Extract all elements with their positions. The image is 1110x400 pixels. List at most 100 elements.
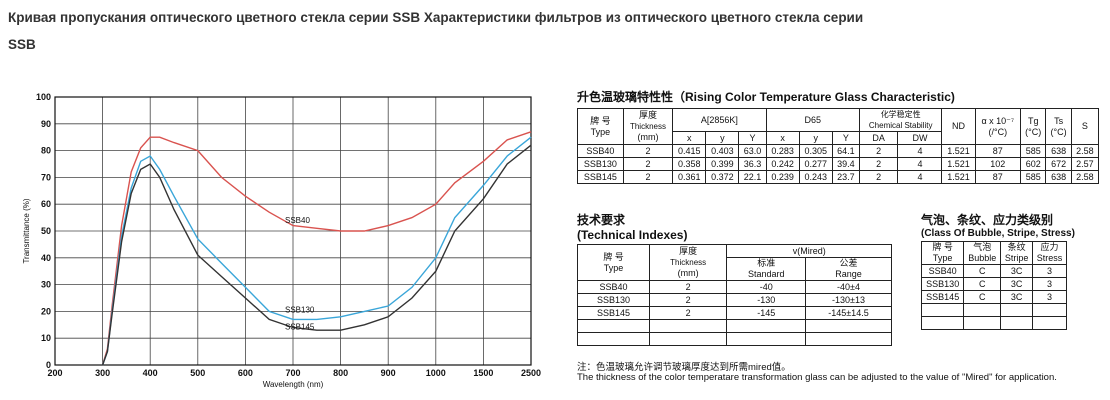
stress-cell: SSB130 [920, 277, 965, 291]
stress-table: 牌 号 Type 气泡 Bubble 条纹 Stripe 应力 Stress SSB40… [920, 241, 1068, 330]
rising-h-d65: D65 [765, 108, 860, 132]
rising-cell: 64.1 [831, 144, 860, 158]
rising-cell: 102 [974, 157, 1022, 171]
y-tick-label: 100 [36, 92, 51, 102]
rising-h-chem: 化学稳定性 Chemical Stability [858, 108, 943, 132]
rising-cell: 0.283 [765, 144, 800, 158]
rising-cell: 4 [897, 157, 943, 171]
stress-cell: 3 [1031, 264, 1068, 278]
stress-cell: C [963, 290, 1002, 304]
rising-cell: 638 [1045, 170, 1072, 184]
series-label: SSB130 [285, 306, 315, 315]
x-tick-label: 1500 [473, 368, 493, 378]
tech-cell: 2 [648, 306, 728, 320]
rising-cell: 2 [858, 170, 899, 184]
tech-cell: SSB130 [577, 293, 650, 307]
rising-h-thick: 厚度 Thickness (mm) [622, 108, 674, 145]
rising-cell: 87 [974, 170, 1022, 184]
rising-h-alpha: α x 10⁻⁷ (/°C) [974, 108, 1022, 145]
y-tick-label: 20 [41, 306, 51, 316]
x-tick-label: 600 [238, 368, 253, 378]
series-line-ssb145 [101, 144, 532, 366]
tech-cell: 2 [648, 280, 728, 294]
rising-cell: 0.399 [705, 157, 740, 171]
rising-h-aY: Y [738, 131, 767, 145]
stress-empty-row [920, 316, 1068, 330]
rising-cell: 638 [1045, 144, 1072, 158]
rising-body: SSB40 2 0.415 0.403 63.0 0.283 0.305 64.1 2 4 1.52… [577, 144, 1100, 184]
rising-cell: 0.361 [672, 170, 707, 184]
tech-empty-row [577, 319, 893, 333]
x-tick-label: 500 [190, 368, 205, 378]
y-tick-label: 40 [41, 253, 51, 263]
note-en: The thickness of the color temperatare t… [577, 372, 1057, 383]
stress-h-stress: 应力 Stress [1031, 241, 1068, 265]
rising-h-dx: x [765, 131, 800, 145]
rising-h-brand: 牌 号 Type [577, 108, 624, 145]
tech-cell: 2 [648, 293, 728, 307]
rising-cell: 0.305 [798, 144, 833, 158]
stress-title-en: (Class Of Bubble, Stripe, Stress) [921, 228, 1075, 239]
stress-h-bubble: 气泡 Bubble [963, 241, 1002, 265]
rising-row: SSB145 2 0.361 0.372 22.1 0.239 0.243 23.7 2 4 1.5… [577, 170, 1100, 184]
rising-cell: 2.58 [1070, 170, 1100, 184]
rising-cell: SSB145 [577, 170, 624, 184]
rising-h-dY: Y [831, 131, 860, 145]
tech-h-brand: 牌 号 Type [577, 244, 650, 281]
rising-row: SSB130 2 0.358 0.399 36.3 0.242 0.277 39.4 2 4 1.5… [577, 157, 1100, 171]
tech-h-rng: 公差 Range [804, 257, 893, 281]
plot-frame [54, 96, 532, 366]
rising-h-s: S [1070, 108, 1100, 145]
rising-cell: 2.58 [1070, 144, 1100, 158]
rising-cell: 39.4 [831, 157, 860, 171]
stress-h-stripe: 条纹 Stripe [1000, 241, 1033, 265]
rising-cell: 87 [974, 144, 1022, 158]
stress-cell: 3C [1000, 277, 1033, 291]
series-label: SSB40 [285, 216, 310, 225]
y-tick-label: 10 [41, 333, 51, 343]
rising-h-dy: y [798, 131, 833, 145]
rising-cell: 602 [1020, 157, 1047, 171]
rising-section: 升色温玻璃特性性（Rising Color Temperature Glass … [577, 88, 1100, 184]
y-axis-label: Transmittance (%) [22, 198, 31, 263]
tech-row: SSB145 2 -145 -145±14.5 [577, 306, 893, 320]
stress-cell: C [963, 277, 1002, 291]
rising-cell: 2 [622, 144, 674, 158]
stress-cell: C [963, 264, 1002, 278]
rising-cell: 22.1 [738, 170, 767, 184]
rising-cell: 2.57 [1070, 157, 1100, 171]
x-tick-label: 400 [143, 368, 158, 378]
stress-cell: 3 [1031, 277, 1068, 291]
tech-h-std: 标准 Standard [726, 257, 806, 281]
tech-row: SSB130 2 -130 -130±13 [577, 293, 893, 307]
stress-body: SSB40 C 3C 3 SSB130 C 3C 3 SSB145 C 3C 3 [920, 264, 1068, 330]
stress-empty-row [920, 303, 1068, 317]
rising-h-ts: Ts (°C) [1045, 108, 1072, 145]
stress-cell: 3C [1000, 290, 1033, 304]
series-line-ssb130 [101, 136, 532, 366]
x-tick-label: 200 [47, 368, 62, 378]
tech-cell: -145 [726, 306, 806, 320]
rising-cell: SSB40 [577, 144, 624, 158]
rising-h-ay: y [705, 131, 740, 145]
tech-title-cn: 技术要求 [577, 213, 626, 227]
tech-title-en: (Technical Indexes) [577, 228, 688, 242]
rising-table: 牌 号 Type 厚度 Thickness (mm) A[2856K] D65 化学稳… [577, 108, 1100, 184]
y-tick-label: 60 [41, 199, 51, 209]
tech-h-mired: v(Mired) [726, 244, 892, 258]
x-tick-label: 700 [285, 368, 300, 378]
transmittance-chart: 0 10 20 30 40 50 60 70 80 90 100 200 300 400 500 600 700… [22, 92, 541, 389]
rising-cell: 36.3 [738, 157, 767, 171]
tech-empty-row [577, 332, 893, 346]
rising-cell: 0.372 [705, 170, 740, 184]
rising-cell: 63.0 [738, 144, 767, 158]
x-tick-label: 800 [333, 368, 348, 378]
x-tick-label: 900 [381, 368, 396, 378]
tech-cell: -130±13 [804, 293, 893, 307]
y-tick-label: 80 [41, 146, 51, 156]
rising-cell: 0.242 [765, 157, 800, 171]
x-tick-label: 300 [95, 368, 110, 378]
y-tick-label: 90 [41, 119, 51, 129]
series-label: SSB145 [285, 322, 315, 331]
stress-cell: 3 [1031, 290, 1068, 304]
